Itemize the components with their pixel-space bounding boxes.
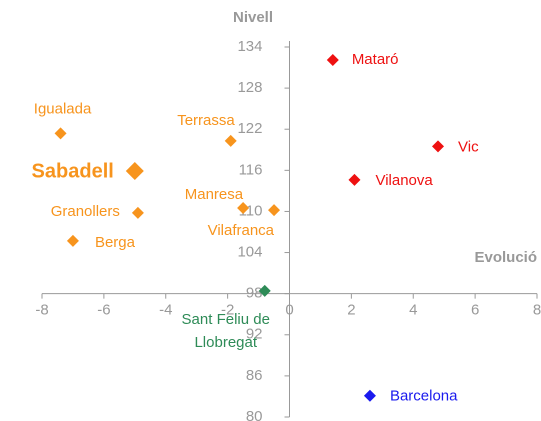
marker	[348, 173, 361, 186]
point-label: Manresa	[185, 186, 244, 203]
x-tick-label: -2	[221, 302, 234, 319]
y-tick-label: 134	[237, 38, 262, 55]
y-tick-label: 122	[237, 120, 262, 137]
y-tick-label: 92	[246, 326, 263, 343]
x-tick-label: -8	[35, 302, 48, 319]
marker	[268, 204, 281, 217]
marker	[224, 134, 237, 147]
x-tick-label: 6	[471, 302, 479, 319]
point-label: Igualada	[34, 100, 92, 117]
y-tick-label: 98	[246, 285, 263, 302]
y-tick-label: 116	[239, 161, 263, 178]
marker	[258, 284, 271, 297]
point-label: Sant Feliu de Llobregat	[181, 310, 270, 351]
y-axis-title: Nivell	[233, 9, 273, 26]
y-tick-label: 104	[237, 244, 262, 261]
x-tick-label: 2	[347, 302, 355, 319]
point-label: Vilanova	[375, 172, 433, 189]
point-label: Sabadell	[32, 160, 114, 182]
point-label-box: Sant Feliu de Llobregat	[181, 310, 270, 351]
x-tick-label: -4	[159, 302, 172, 319]
marker	[131, 206, 144, 219]
marker	[363, 389, 376, 402]
y-tick-label: 86	[246, 367, 263, 384]
x-tick-label: -6	[97, 302, 110, 319]
marker	[66, 234, 79, 247]
x-axis-title: Evolució	[474, 249, 537, 266]
point-label: Berga	[95, 234, 136, 251]
point-label: Vic	[458, 138, 479, 155]
x-tick-label: 4	[409, 302, 417, 319]
point-label: Barcelona	[390, 388, 458, 405]
marker	[326, 54, 339, 67]
point-label: Vilafranca	[208, 222, 275, 239]
marker	[125, 162, 144, 181]
x-tick-label: 0	[285, 302, 293, 319]
y-tick-label: 128	[237, 79, 262, 96]
marker	[54, 127, 67, 140]
x-tick-label: 8	[533, 302, 541, 319]
marker	[432, 140, 444, 153]
point-label: Granollers	[51, 203, 120, 220]
point-label: Mataró	[352, 51, 399, 68]
point-label: Terrassa	[177, 112, 235, 129]
y-tick-label: 80	[246, 408, 263, 421]
marker	[237, 202, 250, 215]
